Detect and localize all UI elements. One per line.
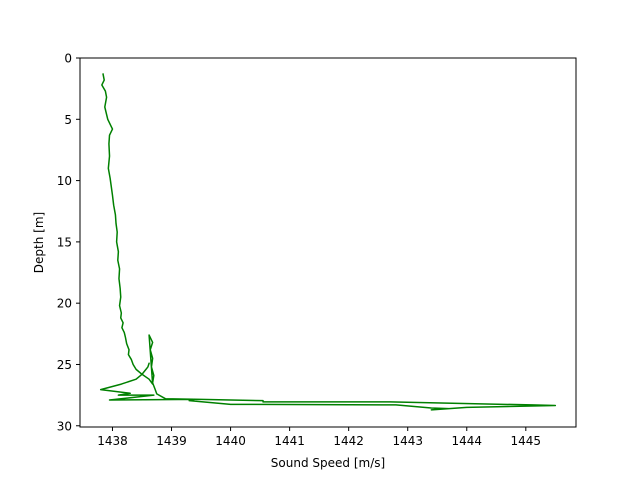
x-tick-label: 1439 (156, 434, 187, 448)
x-tick-label: 1443 (392, 434, 423, 448)
y-axis-ticks: 0 5 10 15 20 25 30 (57, 52, 80, 433)
y-tick-label: 5 (64, 113, 72, 127)
x-tick-label: 1440 (215, 434, 246, 448)
x-tick-label: 1442 (333, 434, 364, 448)
y-tick-label: 10 (57, 174, 72, 188)
x-tick-label: 1438 (97, 434, 128, 448)
x-tick-label: 1444 (451, 434, 482, 448)
y-axis-label: Depth [m] (32, 212, 46, 273)
y-tick-label: 0 (64, 52, 72, 66)
plot-area (99, 73, 557, 411)
x-axis-label: Sound Speed [m/s] (271, 456, 385, 470)
y-tick-label: 25 (57, 358, 72, 372)
axes-frame (79, 57, 577, 428)
x-tick-label: 1445 (511, 434, 542, 448)
x-tick-label: 1441 (274, 434, 305, 448)
x-axis-ticks: 1438 1439 1440 1441 1442 1443 1444 1445 (97, 427, 541, 448)
y-tick-label: 20 (57, 297, 72, 311)
y-tick-label: 15 (57, 235, 72, 249)
series-line-0 (99, 73, 557, 411)
y-tick-label: 30 (57, 419, 72, 433)
